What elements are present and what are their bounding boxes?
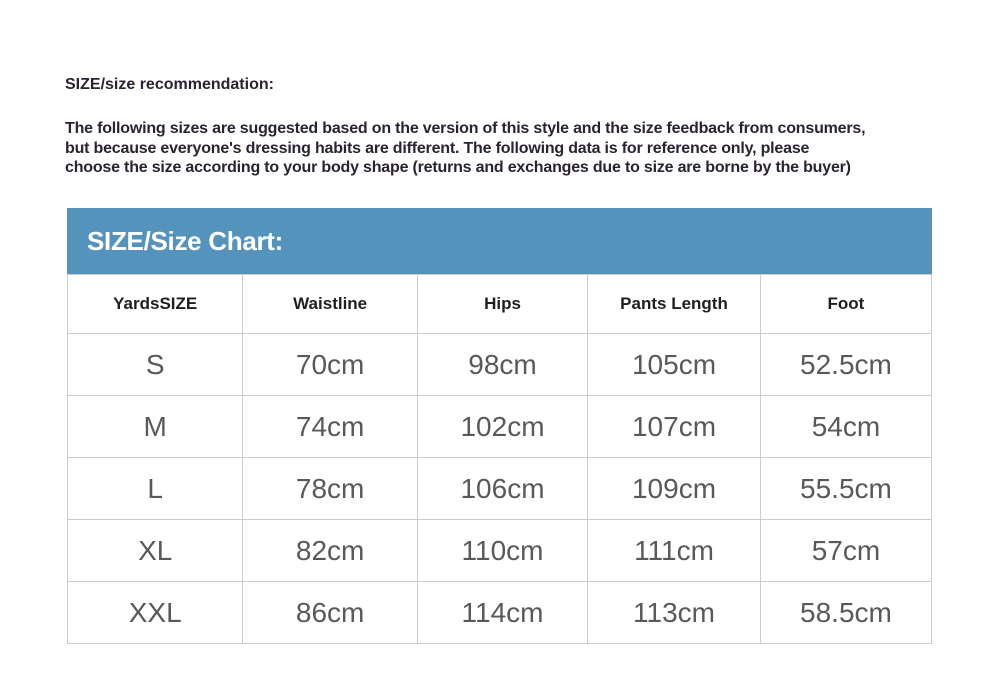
table-cell: 114cm <box>416 581 589 644</box>
column-header-waistline: Waistline <box>242 274 418 334</box>
column-header-foot: Foot <box>759 274 933 334</box>
table-cell: 78cm <box>242 457 418 520</box>
table-cell: 113cm <box>587 581 761 644</box>
table-cell: 54cm <box>759 395 933 458</box>
size-table: YardsSIZE Waistline Hips Pants Length Fo… <box>66 274 933 644</box>
size-note-line: but because everyone's dressing habits a… <box>65 139 810 157</box>
table-cell: 106cm <box>416 457 589 520</box>
table-row-xl: XL 82cm 110cm 111cm 57cm <box>66 519 933 582</box>
table-cell: 55.5cm <box>759 457 933 520</box>
section-title: SIZE/size recommendation: <box>65 76 274 93</box>
table-row-m: M 74cm 102cm 107cm 54cm <box>66 395 933 458</box>
table-cell: 57cm <box>759 519 933 582</box>
table-cell: 74cm <box>242 395 418 458</box>
table-row-l: L 78cm 106cm 109cm 55.5cm <box>66 457 933 520</box>
size-note-line: choose the size according to your body s… <box>65 159 851 176</box>
size-label: XL <box>66 519 244 582</box>
table-cell: 105cm <box>587 333 761 396</box>
size-label: XXL <box>66 581 244 644</box>
table-cell: 58.5cm <box>759 581 933 644</box>
table-cell: 82cm <box>242 519 418 582</box>
column-header-pants-length: Pants Length <box>587 274 761 334</box>
table-cell: 107cm <box>587 395 761 458</box>
size-label: M <box>66 395 244 458</box>
size-chart: SIZE/Size Chart: YardsSIZE Waistline Hip… <box>66 208 933 644</box>
table-cell: 110cm <box>416 519 589 582</box>
size-label: L <box>66 457 244 520</box>
table-row-xxl: XXL 86cm 114cm 113cm 58.5cm <box>66 581 933 644</box>
column-header-size: YardsSIZE <box>66 274 244 334</box>
table-row-s: S 70cm 98cm 105cm 52.5cm <box>66 333 933 396</box>
column-header-hips: Hips <box>416 274 589 334</box>
table-cell: 111cm <box>587 519 761 582</box>
table-cell: 98cm <box>416 333 589 396</box>
size-note-line: The following sizes are suggested based … <box>65 120 866 137</box>
table-cell: 86cm <box>242 581 418 644</box>
table-header-row: YardsSIZE Waistline Hips Pants Length Fo… <box>66 274 933 334</box>
table-cell: 102cm <box>416 395 589 458</box>
table-cell: 109cm <box>587 457 761 520</box>
size-chart-title-bar: SIZE/Size Chart: <box>67 208 932 274</box>
size-note: The following sizes are suggested based … <box>65 119 866 178</box>
size-chart-title: SIZE/Size Chart: <box>87 225 284 256</box>
table-cell: 52.5cm <box>759 333 933 396</box>
table-cell: 70cm <box>242 333 418 396</box>
size-label: S <box>66 333 244 396</box>
